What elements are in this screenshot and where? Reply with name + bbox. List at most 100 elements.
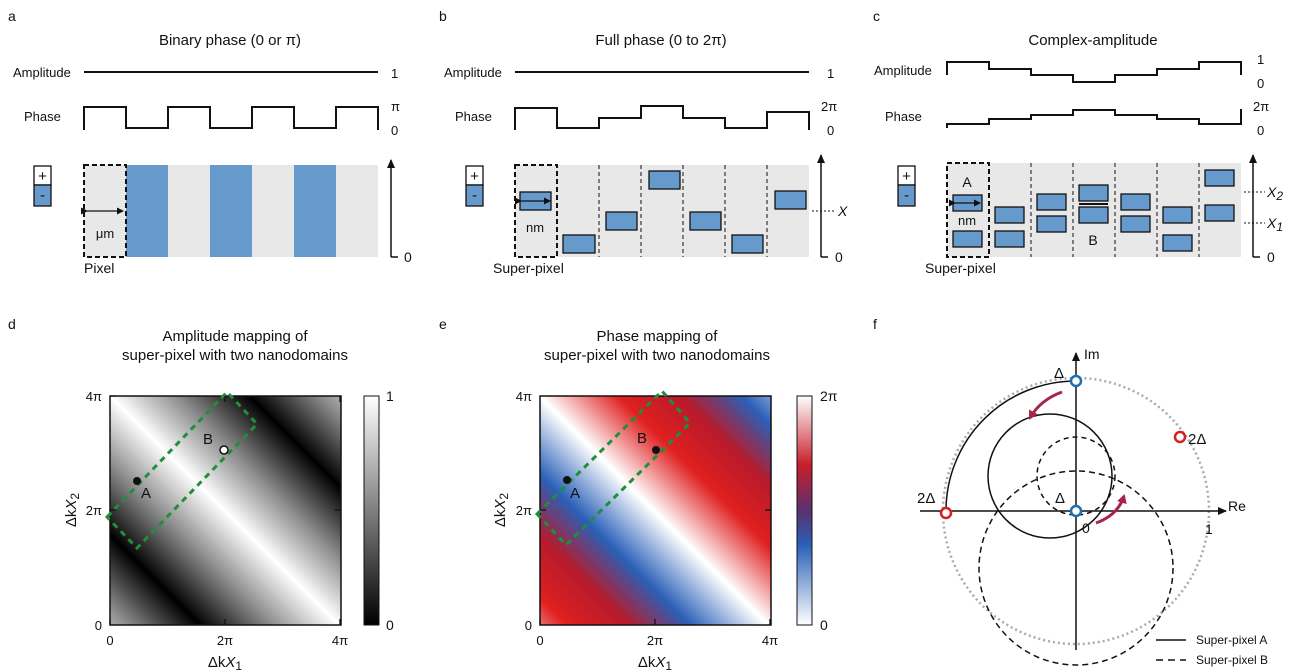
panel-b-unit-label: Super-pixel bbox=[493, 260, 564, 276]
panel-c-nanodomain bbox=[1036, 193, 1067, 211]
panel-c-amp-bottom: 0 bbox=[1257, 76, 1264, 91]
panel-e: e Phase mapping of super-pixel with two … bbox=[439, 316, 838, 672]
panel-c: c Complex-amplitude Amplitude 1 0 Phase … bbox=[873, 8, 1283, 276]
panel-a-domain bbox=[210, 165, 252, 257]
panel-c-nanodomain bbox=[1204, 169, 1235, 187]
panel-e-xtick: 4π bbox=[762, 633, 778, 648]
panel-c-nanodomain bbox=[994, 206, 1025, 224]
panel-b-minus: - bbox=[472, 187, 477, 204]
panel-d-point-a bbox=[133, 477, 141, 485]
panel-c-phase-line bbox=[946, 109, 1242, 128]
panel-c-nanodomain bbox=[1120, 193, 1151, 211]
panel-f-arrow-origin bbox=[1095, 494, 1127, 525]
panel-a-amplitude-label: Amplitude bbox=[13, 65, 71, 80]
panel-d-colorbar-min: 0 bbox=[386, 617, 394, 633]
panel-a-amp-value: 1 bbox=[391, 66, 398, 81]
panel-a-domain bbox=[126, 165, 168, 257]
panel-c-minus: - bbox=[904, 187, 909, 204]
panel-b-size-label: nm bbox=[526, 220, 544, 235]
panel-e-title-line1: Phase mapping of bbox=[597, 328, 719, 345]
panel-b-minus-box bbox=[465, 184, 484, 207]
panel-c-title: Complex-amplitude bbox=[1028, 32, 1157, 49]
panel-b-nanodomain bbox=[562, 234, 596, 254]
panel-f-delta-origin: Δ bbox=[1055, 490, 1065, 507]
panel-b: b Full phase (0 to 2π) Amplitude 1 Phase… bbox=[439, 8, 848, 276]
panel-e-xtick: 0 bbox=[536, 633, 543, 648]
panel-b-nanodomain bbox=[605, 211, 638, 231]
panel-f-origin-zero: 0 bbox=[1082, 520, 1090, 536]
panel-f-legend-b: Super-pixel B bbox=[1196, 653, 1268, 667]
panel-d-ytick: 0 bbox=[95, 618, 102, 633]
panel-e-ytick: 4π bbox=[516, 389, 532, 404]
panel-d-ytick: 2π bbox=[86, 503, 102, 518]
panel-d-letter: d bbox=[8, 316, 16, 332]
panel-c-size-label: nm bbox=[958, 213, 976, 228]
panel-d: d Amplitude mapping of super-pixel with … bbox=[8, 316, 394, 672]
panel-c-unit-label: Super-pixel bbox=[925, 260, 996, 276]
panel-e-label-a: A bbox=[570, 485, 580, 502]
panel-a-pixel-outline bbox=[83, 164, 127, 258]
panel-c-nanodomain bbox=[1162, 234, 1193, 252]
panel-e-point-a bbox=[563, 476, 571, 484]
panel-d-point-b bbox=[219, 445, 229, 455]
panel-e-ylabel: ΔkX2 bbox=[492, 493, 511, 528]
panel-c-nanodomain bbox=[1120, 215, 1151, 233]
panel-f-2delta-left: 2Δ bbox=[917, 490, 935, 507]
panel-a-minus: - bbox=[40, 187, 45, 204]
panel-d-xtick: 2π bbox=[217, 633, 233, 648]
panel-f-legend-a: Super-pixel A bbox=[1196, 633, 1267, 647]
panel-d-label-b: B bbox=[203, 431, 213, 448]
panel-b-axis-x: X bbox=[837, 203, 848, 219]
panel-e-ytick: 2π bbox=[516, 503, 532, 518]
panel-f-re-one: 1 bbox=[1205, 521, 1213, 537]
panel-c-letter: c bbox=[873, 8, 880, 24]
panel-d-xtick: 4π bbox=[332, 633, 348, 648]
panel-f-2delta-right: 2Δ bbox=[1188, 431, 1206, 448]
panel-c-axis-zero: 0 bbox=[1267, 249, 1275, 265]
panel-c-label-b: B bbox=[1088, 232, 1097, 248]
panel-b-phase-top: 2π bbox=[821, 99, 837, 114]
panel-e-colorbar-max: 2π bbox=[820, 388, 838, 404]
panel-a-domain bbox=[294, 165, 336, 257]
panel-a-plus: + bbox=[38, 168, 47, 185]
panel-f-marker-2delta-left bbox=[939, 506, 953, 520]
panel-e-point-b bbox=[652, 446, 660, 454]
panel-f-curve-a bbox=[987, 413, 1113, 539]
panel-a-minus-box bbox=[33, 184, 52, 207]
panel-c-label-a: A bbox=[962, 174, 972, 190]
panel-c-axis-x1: X1 bbox=[1266, 215, 1283, 234]
panel-c-nanodomain bbox=[1204, 204, 1235, 222]
panel-d-ytick: 4π bbox=[86, 389, 102, 404]
panel-b-title: Full phase (0 to 2π) bbox=[595, 32, 726, 49]
panel-f-curve-a bbox=[945, 380, 1077, 512]
panel-b-phase-bottom: 0 bbox=[827, 123, 834, 138]
panel-b-nanodomain bbox=[689, 211, 722, 231]
panel-c-cell-dividers bbox=[1030, 163, 1200, 257]
panel-d-colorbar bbox=[363, 395, 380, 626]
panel-e-ytick: 0 bbox=[525, 618, 532, 633]
panel-b-phase-label: Phase bbox=[455, 109, 492, 124]
panel-c-minus-box bbox=[897, 184, 916, 207]
panel-b-nanodomain bbox=[731, 234, 764, 254]
panel-b-plus: + bbox=[470, 168, 479, 185]
panel-c-nanodomain bbox=[952, 230, 983, 248]
phase-map bbox=[540, 396, 771, 625]
panel-f-re-label: Re bbox=[1228, 498, 1246, 514]
panel-c-nanodomain bbox=[1036, 215, 1067, 233]
panel-e-colorbar-min: 0 bbox=[820, 617, 828, 633]
panel-f-marker-origin bbox=[1069, 504, 1083, 518]
panel-a-phase-line bbox=[83, 106, 379, 130]
panel-a-phase-bottom: 0 bbox=[391, 123, 398, 138]
panel-c-phase-top: 2π bbox=[1253, 99, 1269, 114]
amplitude-map bbox=[110, 396, 341, 625]
panel-c-amplitude-label: Amplitude bbox=[874, 63, 932, 78]
panel-b-nanodomain bbox=[648, 170, 681, 190]
panel-b-cell-dividers bbox=[598, 165, 768, 257]
panel-c-phase-label: Phase bbox=[885, 109, 922, 124]
panel-c-nanodomain bbox=[994, 230, 1025, 248]
panel-b-superpixel-outline bbox=[514, 164, 558, 258]
panel-a: a Binary phase (0 or π) Amplitude 1 Phas… bbox=[8, 8, 412, 276]
panel-a-letter: a bbox=[8, 8, 16, 24]
panel-c-amp-top: 1 bbox=[1257, 52, 1264, 67]
